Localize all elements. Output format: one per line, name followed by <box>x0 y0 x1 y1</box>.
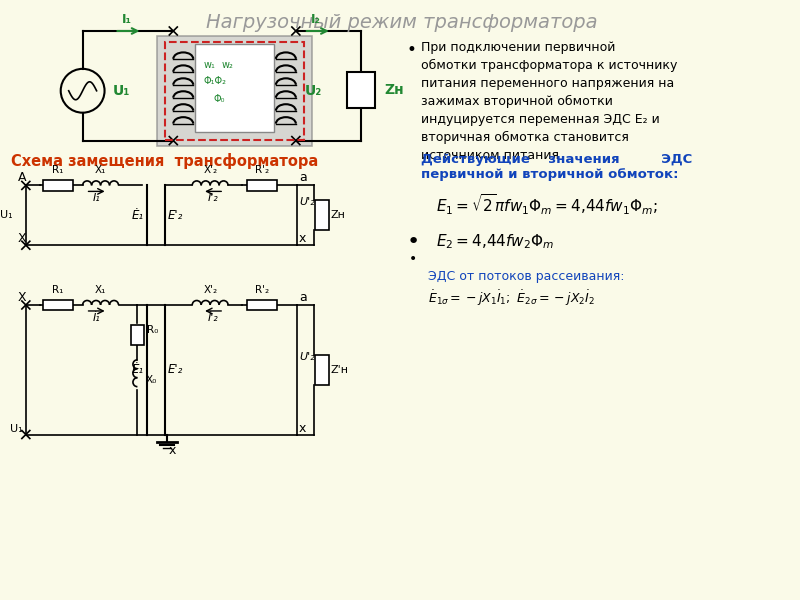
Text: R₁: R₁ <box>52 285 63 295</box>
Text: R₀: R₀ <box>147 325 158 335</box>
Text: Z'н: Z'н <box>330 365 349 375</box>
Text: ЭДС от потоков рассеивания:: ЭДС от потоков рассеивания: <box>428 270 625 283</box>
Text: X: X <box>18 291 26 304</box>
Text: U₁: U₁ <box>0 211 13 220</box>
Bar <box>42 299 73 310</box>
Bar <box>346 72 374 108</box>
Text: $E_1 = \sqrt{2}\pi fw_1\Phi_m = 4{,}44fw_1\Phi_m;$: $E_1 = \sqrt{2}\pi fw_1\Phi_m = 4{,}44fw… <box>436 193 658 217</box>
Text: Действующие    значения         ЭДС: Действующие значения ЭДС <box>422 152 693 166</box>
Text: U₁: U₁ <box>113 84 130 98</box>
Text: Нагрузочный режим трансформатора: Нагрузочный режим трансформатора <box>206 13 598 32</box>
Text: обмотки трансформатора к источнику: обмотки трансформатора к источнику <box>422 59 678 72</box>
Text: R'₂: R'₂ <box>255 166 269 175</box>
Text: •: • <box>406 232 420 252</box>
Text: X₀: X₀ <box>146 374 157 385</box>
Text: Φ₁Φ₂: Φ₁Φ₂ <box>204 76 226 86</box>
Bar <box>42 180 73 191</box>
Text: İ'₂: İ'₂ <box>208 313 218 323</box>
Text: E'₂: E'₂ <box>167 363 182 376</box>
Text: U₁: U₁ <box>10 424 22 434</box>
Text: •: • <box>406 41 416 59</box>
Text: источником питания: источником питания <box>422 149 559 161</box>
Text: İ'₂: İ'₂ <box>208 193 218 203</box>
Bar <box>158 36 312 146</box>
Text: İ₁: İ₁ <box>93 313 101 323</box>
Text: Схема замещения  трансформатора: Схема замещения трансформатора <box>11 152 318 169</box>
Text: İ₁: İ₁ <box>93 193 101 203</box>
Text: I₁: I₁ <box>122 13 131 26</box>
Text: $E_2 = 4{,}44fw_2\Phi_m$: $E_2 = 4{,}44fw_2\Phi_m$ <box>436 232 554 251</box>
Text: R'₂: R'₂ <box>255 285 269 295</box>
Bar <box>195 44 274 131</box>
Text: При подключении первичной: При подключении первичной <box>422 41 616 54</box>
Bar <box>247 180 277 191</box>
Text: Zн: Zн <box>385 83 404 97</box>
Bar <box>247 299 277 310</box>
Bar <box>131 325 144 345</box>
Text: Ė₁: Ė₁ <box>131 363 143 376</box>
Text: a: a <box>299 291 306 304</box>
Text: питания переменного напряжения на: питания переменного напряжения на <box>422 77 674 90</box>
Text: •: • <box>410 252 418 266</box>
Text: $\dot{E}_{1\sigma} = -jX_1\dot{I}_1;\ \dot{E}_{2\sigma} = -jX_2\dot{I}_2$: $\dot{E}_{1\sigma} = -jX_1\dot{I}_1;\ \d… <box>428 288 595 308</box>
Bar <box>314 355 329 385</box>
Text: вторичная обмотка становится: вторичная обмотка становится <box>422 131 630 143</box>
Text: R₁: R₁ <box>52 166 63 175</box>
Text: X: X <box>18 232 26 245</box>
Bar <box>314 200 329 230</box>
Text: U'₂: U'₂ <box>300 197 315 208</box>
Text: индуцируется переменная ЭДС E₂ и: индуцируется переменная ЭДС E₂ и <box>422 113 660 125</box>
Bar <box>166 42 304 140</box>
Text: x: x <box>299 422 306 434</box>
Text: X₁: X₁ <box>95 166 106 175</box>
Text: Ė₁: Ė₁ <box>131 209 143 222</box>
Text: Φ₀: Φ₀ <box>214 94 225 104</box>
Text: x: x <box>169 445 176 457</box>
Text: U'₂: U'₂ <box>300 352 315 362</box>
Text: w₂: w₂ <box>221 60 233 70</box>
Text: w₁: w₁ <box>203 60 215 70</box>
Text: Zн: Zн <box>330 211 346 220</box>
Text: зажимах вторичной обмотки: зажимах вторичной обмотки <box>422 95 614 108</box>
Text: a: a <box>299 172 306 184</box>
Text: x: x <box>299 232 306 245</box>
Text: X₁: X₁ <box>95 285 106 295</box>
Text: X'₂: X'₂ <box>204 166 218 175</box>
Text: U₂: U₂ <box>305 84 322 98</box>
Text: A: A <box>18 172 26 184</box>
Text: X'₂: X'₂ <box>204 285 218 295</box>
Text: E'₂: E'₂ <box>167 209 182 222</box>
Text: первичной и вторичной обмоток:: первичной и вторичной обмоток: <box>422 169 679 181</box>
Text: I₂: I₂ <box>311 13 321 26</box>
